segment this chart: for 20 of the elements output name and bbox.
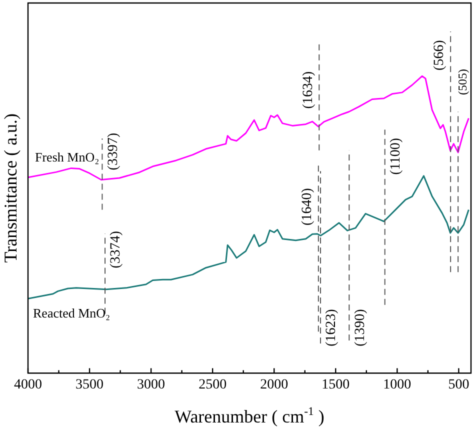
ref-line-label: (566): [432, 40, 448, 70]
x-tick-label: 2000: [260, 377, 288, 392]
ref-line-label: (1100): [388, 138, 404, 175]
ref-line-label: (1390): [352, 308, 368, 346]
x-tick-label: 3500: [76, 377, 104, 392]
ref-line-label: (3397): [106, 132, 121, 170]
ref-line-label: (3374): [108, 230, 124, 268]
x-tick-label: 1000: [383, 377, 412, 392]
x-tick-label: 500: [448, 377, 470, 392]
x-tick-label: 2500: [198, 377, 227, 392]
ref-line-label: (1634): [300, 71, 316, 109]
x-tick-label: 4000: [14, 377, 42, 392]
y-axis-title: Transmittance ( a.u.): [0, 113, 21, 263]
ref-line-label: (1640): [300, 188, 316, 226]
series-label: Reacted MnO₂: [33, 305, 110, 320]
ref-line-label: (505): [456, 69, 470, 96]
x-tick-label: 1500: [322, 377, 350, 392]
ref-line-label: (1623): [324, 308, 340, 346]
x-tick-label: 3000: [137, 377, 166, 392]
series-label: Fresh MnO₂: [35, 149, 100, 164]
